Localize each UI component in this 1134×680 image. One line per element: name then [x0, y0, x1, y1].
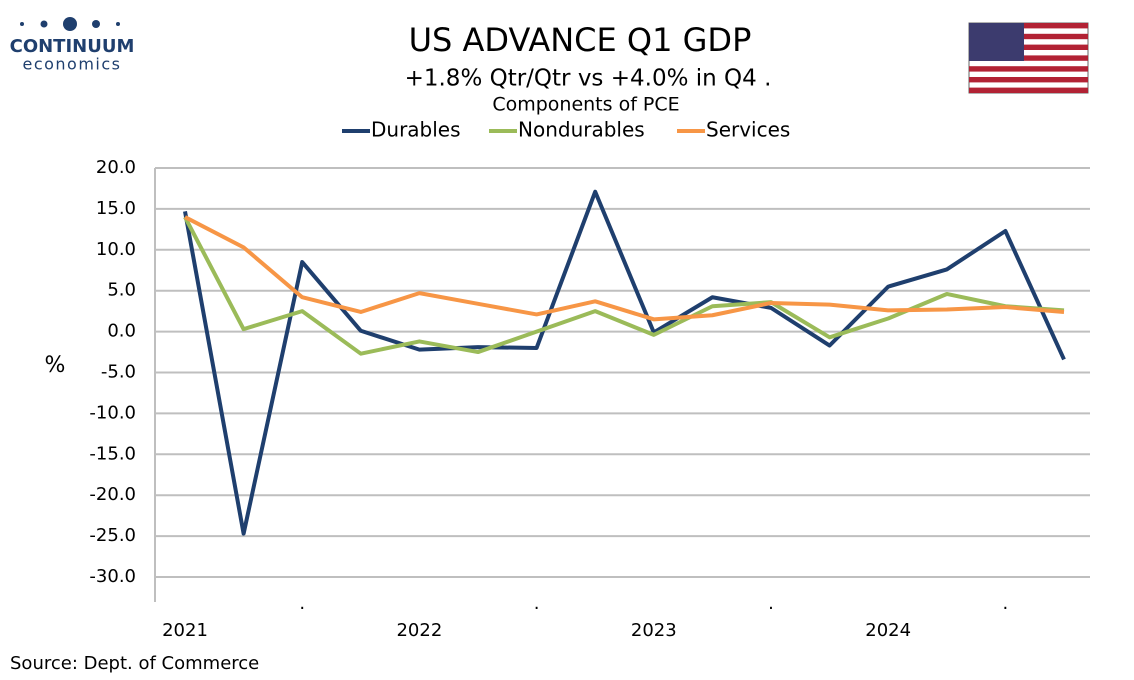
logo-dot	[40, 20, 48, 28]
logo: CONTINUUM economics	[10, 17, 135, 74]
y-tick-label: 15.0	[96, 198, 136, 219]
series-line	[184, 215, 1065, 322]
legend-label: Nondurables	[518, 118, 645, 142]
logo-dot	[63, 17, 77, 31]
flag	[968, 22, 1089, 94]
chart-subtitle: Components of PCE	[492, 94, 679, 116]
x-tick-label: 2021	[162, 620, 208, 641]
x-tick-label: 2024	[865, 620, 911, 641]
logo-dot	[20, 22, 24, 26]
series-line	[183, 216, 1065, 356]
x-tick-label: .	[1003, 593, 1009, 614]
x-tick-label: .	[534, 593, 540, 614]
chart-subtitle: +1.8% Qtr/Qtr vs +4.0% in Q4 .	[405, 66, 772, 92]
y-axis-label: %	[45, 353, 66, 378]
logo-dot	[116, 22, 120, 26]
y-tick-label: 10.0	[96, 239, 136, 260]
y-tick-label: -10.0	[89, 402, 136, 423]
series-line	[183, 189, 1066, 536]
logo-dot	[92, 20, 100, 28]
y-tick-label: -30.0	[89, 566, 136, 587]
y-tick-label: -25.0	[89, 525, 136, 546]
legend-label: Durables	[371, 118, 461, 142]
y-tick-label: -15.0	[89, 443, 136, 464]
x-tick-label: 2023	[631, 620, 677, 641]
logo-tagline: economics	[22, 55, 121, 74]
y-tick-label: -20.0	[89, 484, 136, 505]
x-tick-label: 2022	[396, 620, 442, 641]
chart-title: US ADVANCE Q1 GDP	[409, 21, 752, 59]
logo-name: CONTINUUM	[10, 36, 135, 57]
y-tick-label: 20.0	[96, 157, 136, 178]
y-tick-label: 0.0	[107, 321, 136, 342]
x-tick-label: .	[299, 593, 305, 614]
source: Source: Dept. of Commerce	[10, 653, 259, 674]
x-tick-label: .	[768, 593, 774, 614]
flag-canton	[969, 23, 1024, 61]
legend-label: Services	[706, 118, 790, 142]
flag-stripes	[969, 23, 1088, 93]
y-tick-label: -5.0	[101, 362, 136, 383]
y-tick-label: 5.0	[107, 280, 136, 301]
